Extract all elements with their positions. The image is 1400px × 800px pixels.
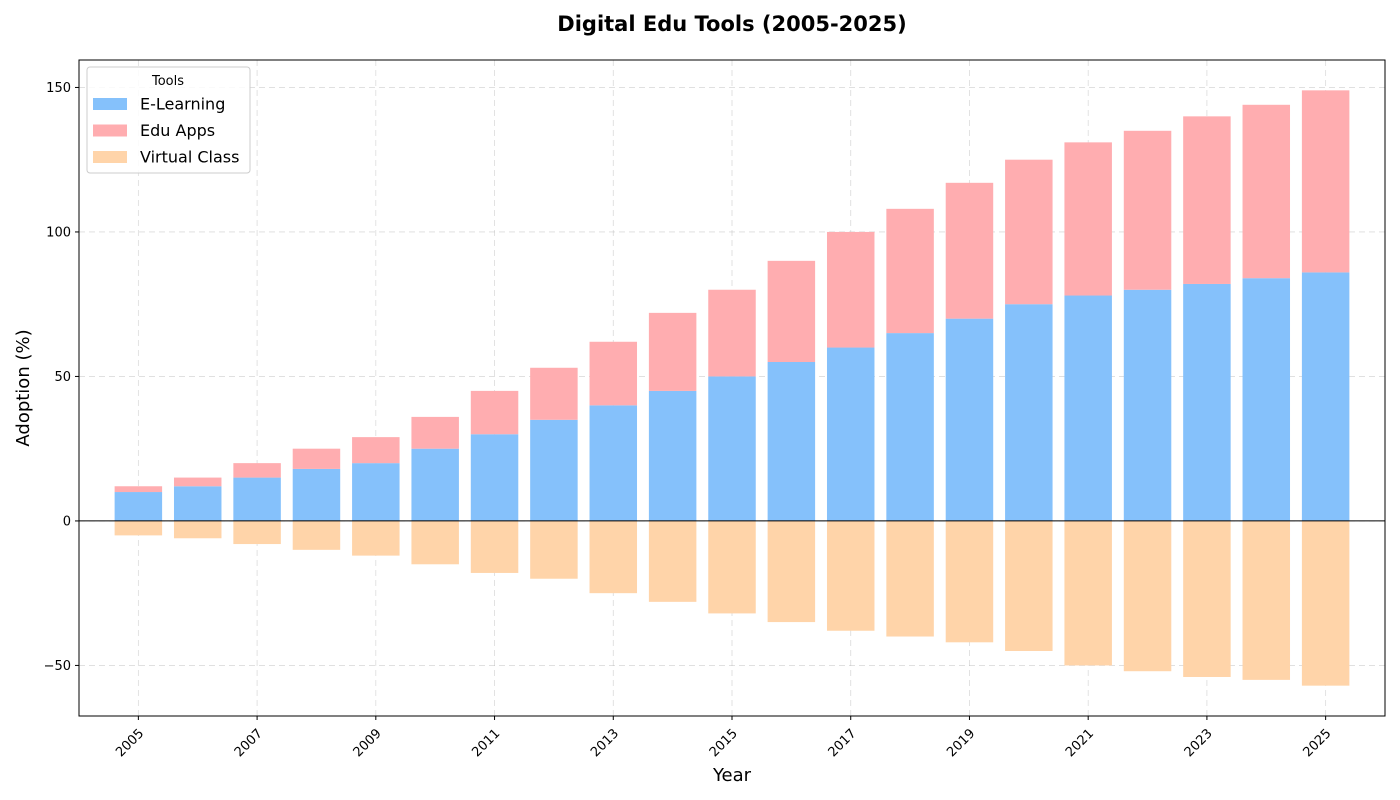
bar-edu-apps	[1242, 104, 1291, 279]
bar-virtual-class	[352, 520, 400, 556]
bar-virtual-class	[292, 520, 341, 550]
x-tick-label: 2009	[351, 726, 385, 760]
bar-e-learning	[589, 405, 638, 521]
bar-e-learning	[1242, 278, 1291, 521]
bar-virtual-class	[1301, 520, 1350, 686]
bar-e-learning	[173, 486, 222, 521]
bar-edu-apps	[411, 416, 459, 449]
bar-e-learning	[470, 434, 519, 521]
bar-virtual-class	[1064, 520, 1112, 666]
bar-edu-apps	[1183, 116, 1231, 284]
bar-virtual-class	[114, 520, 163, 536]
bar-virtual-class	[233, 520, 281, 545]
bar-e-learning	[886, 333, 934, 521]
legend-box	[86, 66, 251, 174]
x-tick-label: 2015	[707, 726, 741, 760]
legend-label: Virtual Class	[140, 148, 239, 167]
legend: Tools E-Learning Edu Apps Virtual Class	[86, 66, 251, 174]
bar-edu-apps	[767, 260, 816, 362]
bar-edu-apps	[1301, 90, 1350, 273]
bar-virtual-class	[589, 520, 638, 594]
x-tick-label: 2017	[826, 726, 860, 760]
bar-edu-apps	[114, 486, 163, 493]
y-tick-label: 0	[63, 514, 71, 529]
bar-virtual-class	[648, 520, 697, 602]
bar-edu-apps	[708, 289, 756, 377]
bar-e-learning	[945, 318, 994, 521]
bar-virtual-class	[886, 520, 934, 637]
bar-e-learning	[1301, 272, 1350, 521]
x-tick-label: 2007	[232, 726, 266, 760]
bar-virtual-class	[470, 520, 519, 573]
bar-e-learning	[352, 463, 400, 521]
bar-edu-apps	[589, 341, 638, 406]
bar-virtual-class	[826, 520, 875, 631]
bar-e-learning	[648, 390, 697, 521]
x-tick-label: 2023	[1182, 726, 1216, 760]
bar-virtual-class	[1242, 520, 1291, 680]
bar-e-learning	[114, 492, 163, 521]
bar-virtual-class	[173, 520, 222, 539]
y-tick-label: 50	[54, 370, 71, 385]
bar-edu-apps	[826, 231, 875, 348]
x-tick-label: 2013	[588, 726, 622, 760]
bar-edu-apps	[352, 437, 400, 464]
bar-edu-apps	[648, 312, 697, 391]
legend-swatch	[93, 124, 127, 137]
x-axis-label: Year	[712, 765, 752, 786]
bar-e-learning	[767, 361, 816, 521]
legend-label: E-Learning	[140, 95, 225, 114]
y-axis-label: Adoption (%)	[13, 329, 34, 446]
bar-virtual-class	[530, 520, 578, 579]
bar-edu-apps	[530, 367, 578, 420]
bar-e-learning	[292, 468, 341, 521]
bar-edu-apps	[173, 477, 222, 487]
legend-title: Tools	[151, 74, 184, 89]
bar-e-learning	[233, 477, 281, 521]
chart-title: Digital Edu Tools (2005-2025)	[557, 12, 906, 36]
bar-edu-apps	[1123, 130, 1172, 290]
y-tick-label: 100	[46, 225, 71, 240]
bar-virtual-class	[1005, 520, 1053, 651]
bar-e-learning	[1064, 295, 1112, 521]
bar-edu-apps	[945, 182, 994, 319]
bar-virtual-class	[1123, 520, 1172, 672]
x-tick-label: 2019	[944, 726, 978, 760]
x-tick-label: 2011	[469, 726, 503, 760]
bar-e-learning	[826, 347, 875, 521]
bars-layer	[114, 90, 1350, 686]
bar-edu-apps	[233, 463, 281, 478]
bar-e-learning	[1123, 289, 1172, 521]
x-tick-label: 2025	[1300, 726, 1334, 760]
legend-swatch	[93, 98, 127, 110]
bar-virtual-class	[767, 520, 816, 623]
bar-e-learning	[530, 419, 578, 521]
bar-edu-apps	[1005, 159, 1053, 305]
y-tick-label: −50	[44, 659, 71, 674]
bar-edu-apps	[470, 390, 519, 435]
bar-virtual-class	[945, 520, 994, 643]
bar-e-learning	[1005, 304, 1053, 521]
legend-label: Edu Apps	[140, 121, 215, 140]
bar-virtual-class	[708, 520, 756, 614]
x-tick-label: 2021	[1063, 726, 1097, 760]
y-tick-label: 150	[46, 81, 71, 96]
bar-e-learning	[1183, 283, 1231, 521]
bar-e-learning	[708, 376, 756, 521]
bar-virtual-class	[1183, 520, 1231, 677]
bar-edu-apps	[292, 448, 341, 469]
legend-swatch	[93, 151, 127, 163]
x-tick-label: 2005	[113, 726, 147, 760]
bar-virtual-class	[411, 520, 459, 565]
bar-edu-apps	[1064, 142, 1112, 296]
bar-e-learning	[411, 448, 459, 521]
bar-edu-apps	[886, 208, 934, 334]
